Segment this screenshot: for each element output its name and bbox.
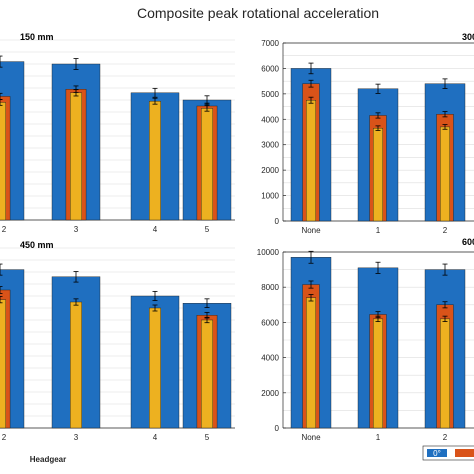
y-tick-label: 6000 [261, 64, 279, 73]
figure-title: Composite peak rotational acceleration [137, 5, 379, 21]
y-tick-label: 1000 [261, 192, 279, 201]
x-axis-label: Headgear [30, 455, 66, 464]
y-tick-label: 6000 [261, 318, 279, 327]
x-tick-label: 2 [443, 433, 448, 442]
x-tick-label: None [301, 433, 321, 442]
bar-3-4 [149, 100, 161, 221]
bar-3-2 [0, 299, 6, 429]
panel-title: 450 mm [20, 240, 54, 250]
bar-3-None [306, 100, 317, 222]
panel-3: 450 mm 2 3 4 5 [0, 240, 235, 442]
panel-1: 150 mm 2 3 4 5 [0, 32, 235, 234]
x-tick-label: 2 [2, 433, 7, 442]
y-tick-label: 2000 [261, 389, 279, 398]
x-tick-label: 1 [376, 226, 381, 235]
panel-title: 150 mm [20, 32, 54, 42]
y-tick-label: 5000 [261, 90, 279, 99]
x-tick-label: None [301, 226, 321, 235]
bar-3-2 [440, 126, 451, 222]
legend-label-1: 0° [433, 449, 441, 458]
bar-3-1 [373, 127, 384, 222]
bar-3-5 [201, 108, 213, 221]
y-tick-label: 4000 [261, 354, 279, 363]
y-tick-label: 4000 [261, 115, 279, 124]
y-tick-label: 0 [275, 217, 280, 226]
x-tick-label: 5 [205, 225, 210, 234]
y-tick-label: 2000 [261, 166, 279, 175]
x-tick-label: 1 [376, 433, 381, 442]
panel-4: 0 2000 4000 6000 8000 10000 600 mm None 1 2 [257, 237, 474, 442]
y-tick-label: 10000 [257, 248, 280, 257]
x-tick-label: 5 [205, 433, 210, 442]
panel-2: 0 1000 2000 3000 4000 5000 6000 7000 300 mm None 1… [261, 32, 474, 235]
y-tick-label: 8000 [261, 283, 279, 292]
bar-3-3 [70, 301, 82, 429]
bar-3-2 [440, 318, 451, 429]
legend: 0° [422, 445, 474, 461]
bar-3-3 [70, 92, 82, 221]
panel-title: 600 mm [462, 237, 474, 247]
bar-3-5 [201, 319, 213, 429]
x-tick-label: 3 [74, 433, 79, 442]
y-tick-label: 3000 [261, 141, 279, 150]
panel-title: 300 mm [462, 32, 474, 42]
x-tick-label: 2 [443, 226, 448, 235]
bar-3-2 [0, 102, 6, 221]
x-tick-label: 4 [153, 225, 158, 234]
legend-swatch-2 [455, 449, 474, 457]
y-tick-label: 7000 [261, 39, 279, 48]
x-tick-label: 3 [74, 225, 79, 234]
panels: 150 mm 2 3 4 5 0 1000 2000 3000 4000 5000 6000 7000 3… [0, 32, 474, 442]
x-tick-label: 4 [153, 433, 158, 442]
bar-3-4 [149, 307, 161, 429]
x-tick-label: 2 [2, 225, 7, 234]
bar-3-1 [373, 318, 384, 429]
bar-3-None [306, 297, 317, 429]
y-tick-label: 0 [275, 424, 280, 433]
legend-swatch-1 [427, 449, 447, 457]
